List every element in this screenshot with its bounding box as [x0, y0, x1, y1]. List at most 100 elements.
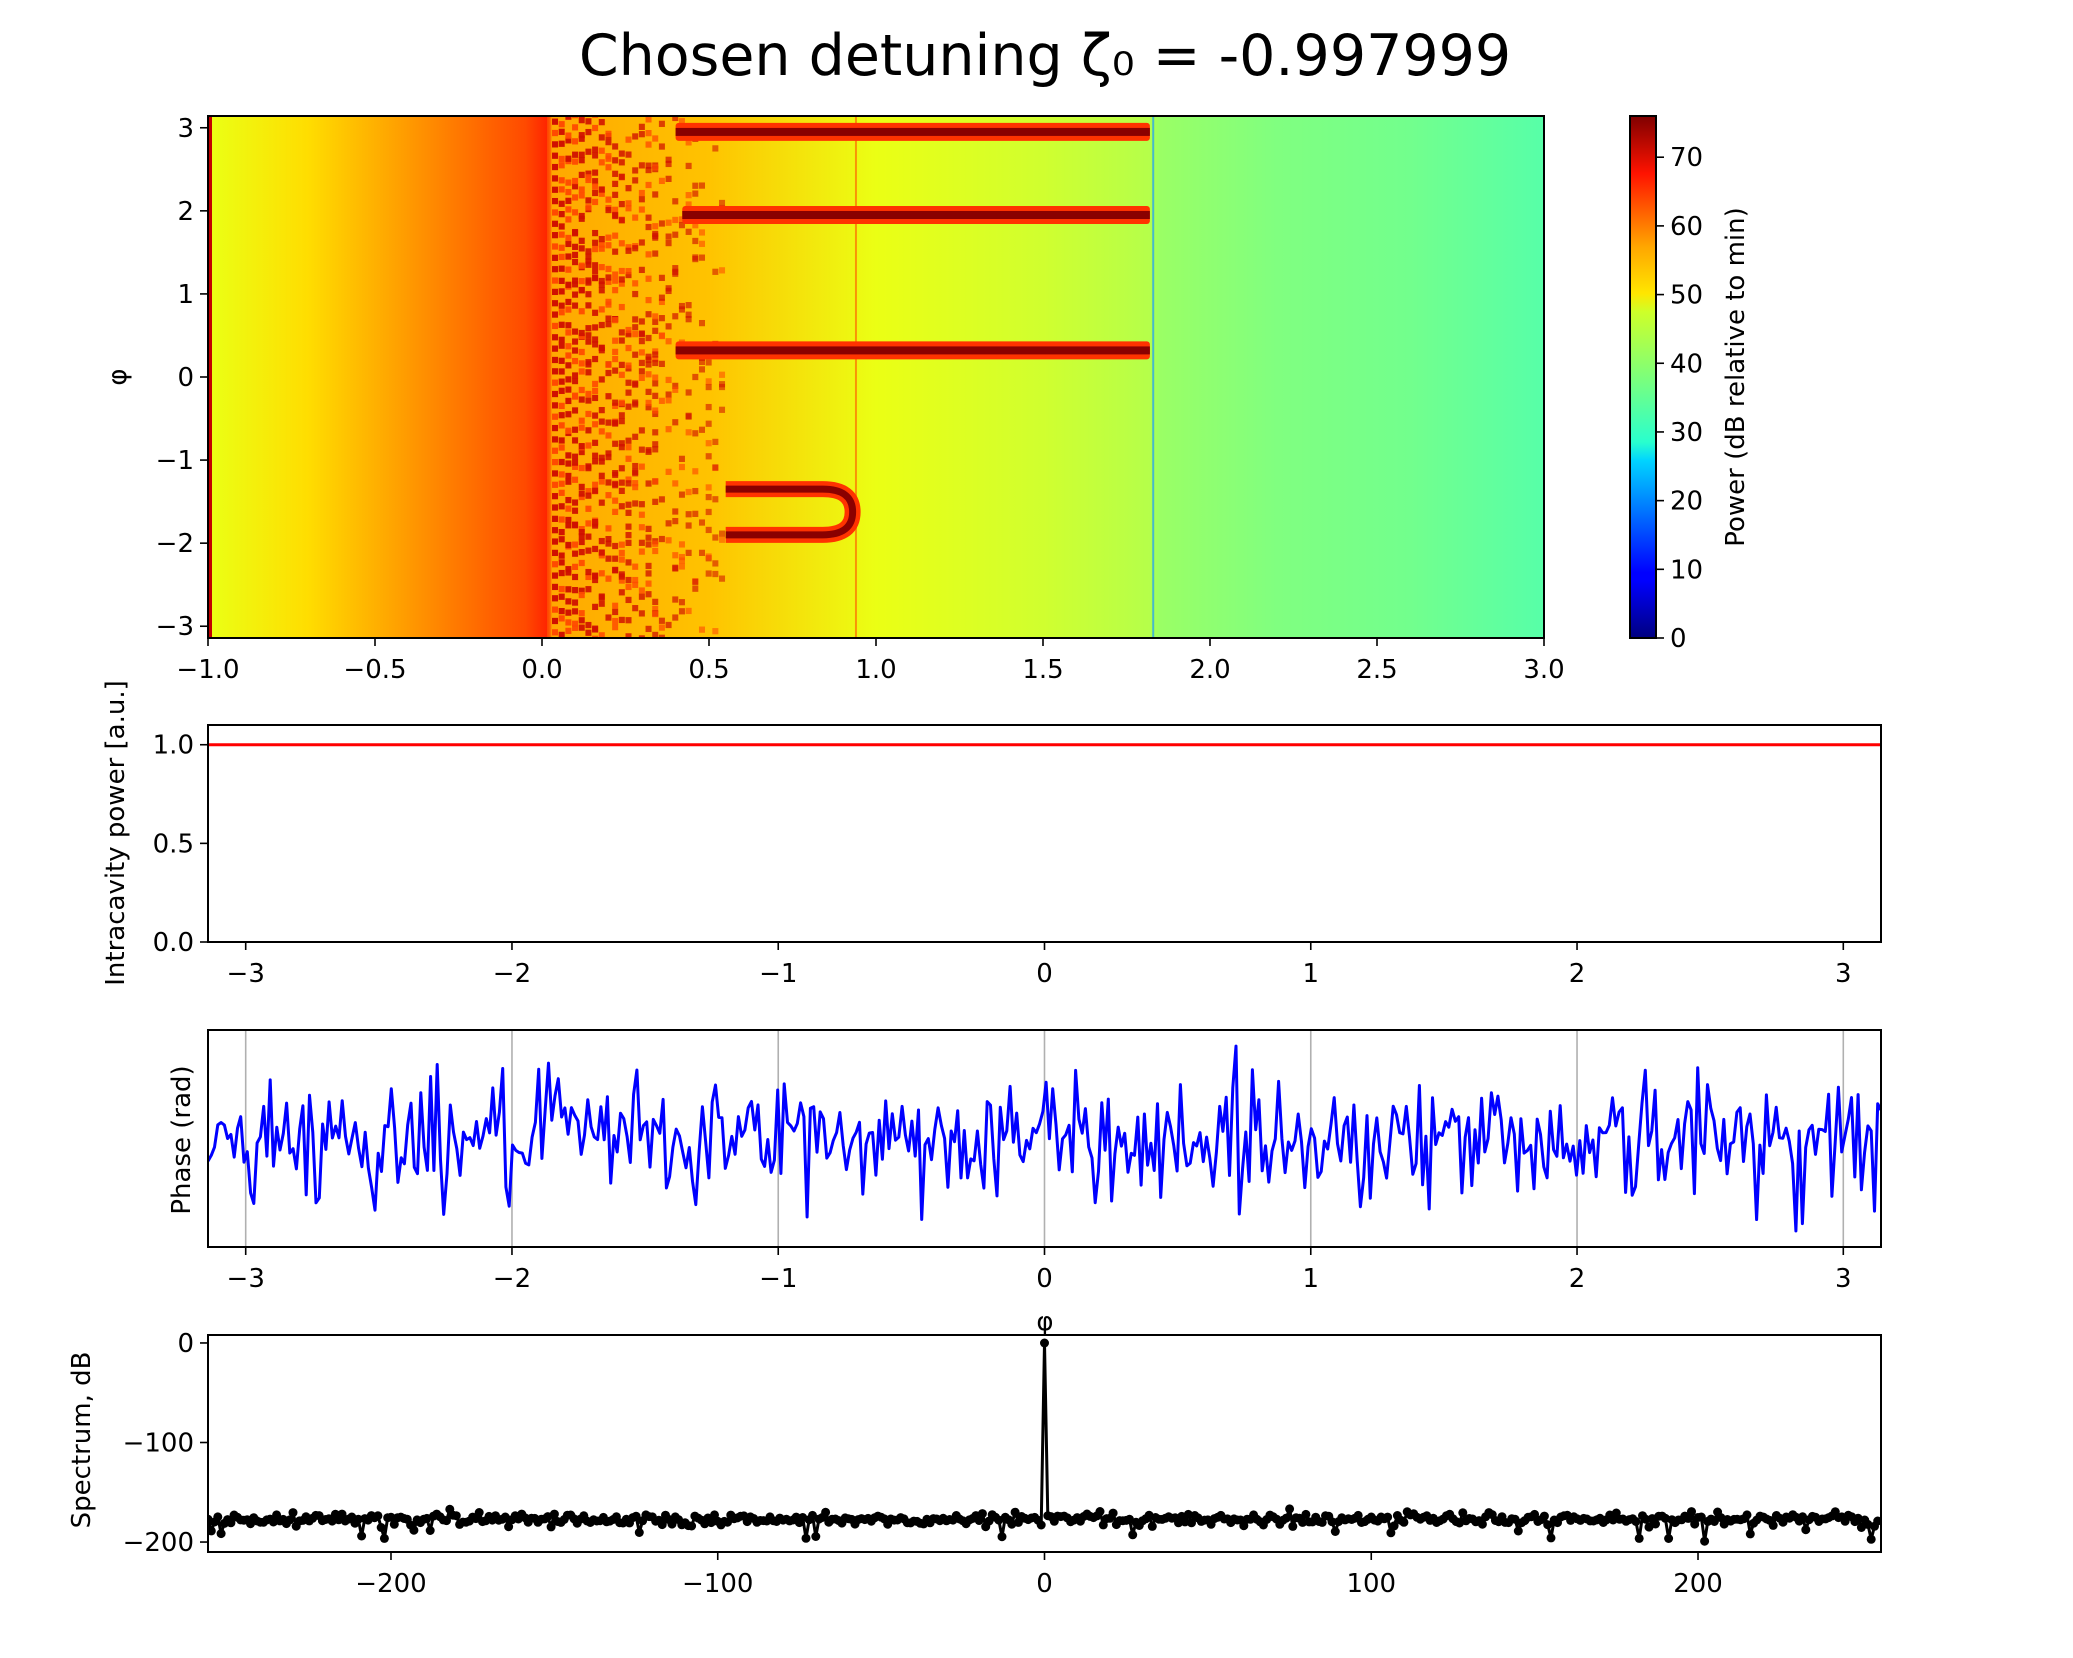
heatmap-mi-cell [645, 525, 652, 533]
heatmap-mi-cell [645, 625, 652, 633]
heatmap-mi-cell [652, 318, 659, 325]
heatmap-mi-cell [578, 448, 585, 456]
heatmap-mi-cell [578, 538, 585, 546]
heatmap-mi-cell [665, 468, 672, 475]
heatmap-mi-cell [572, 243, 579, 250]
heatmap-mi-cell [558, 368, 565, 375]
spectrum-point [1768, 1520, 1778, 1530]
heatmap-mi-cell [638, 593, 645, 600]
heatmap-mi-cell [719, 371, 726, 378]
heatmap-mi-cell [572, 328, 579, 335]
heatmap-mi-cell [625, 244, 632, 251]
heatmap-mi-cell [585, 325, 592, 332]
heatmap-mi-cell [558, 444, 565, 451]
heatmap-mi-cell [572, 158, 579, 165]
heatmap-mi-cell [658, 177, 665, 185]
heatmap-mi-cell [558, 607, 565, 615]
heatmap-mi-cell [565, 376, 572, 383]
heatmap-mi-cell [712, 496, 719, 503]
spectrum-point [1108, 1508, 1118, 1518]
heatmap-mi-cell [598, 549, 605, 556]
heatmap-mi-cell [578, 464, 585, 472]
x-tick-label: 0 [1036, 959, 1053, 989]
heatmap-mi-cell [665, 239, 672, 247]
spectrum-point [1546, 1533, 1556, 1543]
heatmap-mi-cell [585, 332, 592, 339]
heatmap-mi-cell [592, 421, 599, 428]
heatmap-mi-cell [638, 610, 645, 617]
heatmap-mi-cell [652, 232, 659, 240]
heatmap-mi-cell [612, 191, 619, 198]
heatmap-mi-cell [605, 536, 612, 543]
heatmap-mi-cell [572, 437, 579, 444]
heatmap-mi-cell [692, 468, 699, 475]
heatmap-mi-cell [605, 164, 612, 171]
heatmap-mi-cell [572, 573, 579, 581]
heatmap-mi-cell [632, 399, 639, 406]
spectrum-point [549, 1509, 559, 1519]
heatmap-mi-cell [578, 171, 585, 179]
heatmap-mi-cell [592, 452, 599, 459]
heatmap-mi-cell [665, 426, 672, 433]
heatmap-mi-cell [665, 391, 672, 398]
heatmap-mi-cell [605, 525, 612, 532]
heatmap-mi-cell [558, 342, 565, 349]
heatmap-mi-cell [658, 315, 665, 322]
heatmap-mi-cell [585, 361, 592, 368]
heatmap-mi-cell [558, 223, 565, 230]
heatmap-mi-cell [558, 162, 565, 169]
heatmap-mi-cell [645, 162, 652, 169]
spectrum-point [1634, 1533, 1644, 1543]
heatmap-mi-cell [565, 478, 572, 485]
heatmap-mi-cell [618, 503, 625, 510]
heatmap-mi-cell [605, 453, 612, 461]
heatmap-mi-cell [592, 198, 599, 206]
heatmap-mi-cell [598, 406, 605, 414]
heatmap-mi-cell [658, 617, 665, 624]
heatmap-mi-cell [578, 368, 585, 375]
heatmap-mi-cell [665, 287, 672, 295]
heatmap-mi-cell [678, 599, 685, 606]
heatmap-mi-cell [578, 396, 585, 403]
heatmap-mi-cell [652, 441, 659, 448]
x-tick-label: −1 [759, 959, 797, 989]
heatmap-mi-cell [572, 357, 579, 365]
heatmap-mi-cell [685, 162, 692, 170]
heatmap-mi-cell [712, 534, 719, 541]
heatmap-mi-cell [638, 511, 645, 518]
heatmap-mi-cell [585, 174, 592, 181]
heatmap-mi-cell [612, 566, 619, 574]
heatmap-mi-cell [719, 199, 726, 207]
heatmap-mi-cell [605, 479, 612, 486]
heatmap-mi-cell [565, 306, 572, 313]
heatmap-mi-cell [605, 315, 612, 322]
heatmap-mi-cell [632, 563, 639, 570]
heatmap-mi-cell [565, 281, 572, 288]
spectrum-y-ticks: 0 −100 −200 [123, 1329, 208, 1558]
heatmap-mi-cell [652, 547, 659, 555]
heatmap-mi-cell [638, 337, 645, 345]
heatmap-mi-cell [638, 446, 645, 453]
heatmap-mi-cell [565, 598, 572, 605]
heatmap-mi-cell [618, 159, 625, 166]
heatmap-mi-cell [712, 145, 719, 152]
heatmap-mi-cell [625, 136, 632, 143]
heatmap-mi-cell [638, 162, 645, 169]
heatmap-mi-cell [598, 537, 605, 545]
spectrum-point [357, 1531, 367, 1541]
heatmap-mi-cell [699, 648, 705, 654]
heatmap-mi-cell [585, 204, 592, 211]
heatmap-mi-cell [705, 420, 712, 427]
heatmap-mi-cell [592, 239, 599, 246]
spectrum-y-label: Spectrum, dB [67, 1352, 97, 1529]
heatmap-mi-cell [612, 367, 619, 374]
heatmap-mi-cell [625, 633, 632, 638]
spectrum-point [1288, 1521, 1298, 1531]
heatmap-mi-cell [552, 493, 559, 500]
heatmap-mi-cell [692, 510, 699, 517]
heatmap-mi-cell [692, 578, 699, 586]
heatmap-mi-cell [625, 331, 632, 338]
spectrum-point [442, 1516, 451, 1526]
heatmap-mi-cell [652, 380, 659, 387]
heatmap-mi-cell [565, 452, 572, 459]
